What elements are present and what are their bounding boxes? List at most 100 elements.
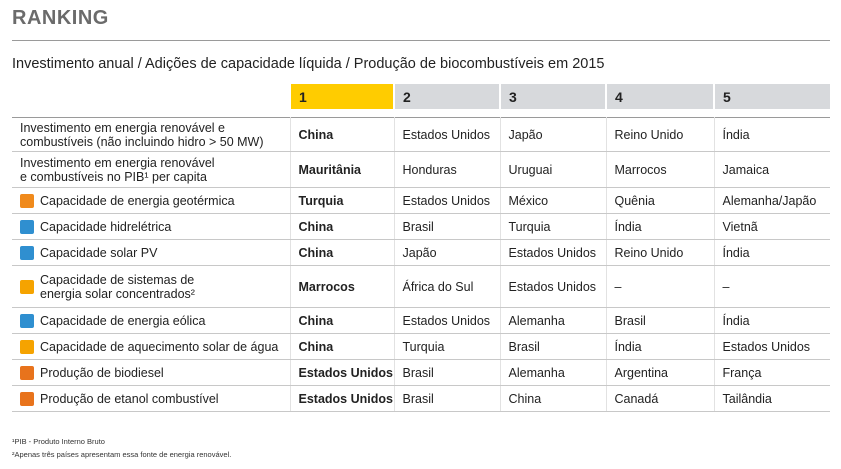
country-cell: China [499, 385, 606, 412]
row-label: Capacidade de energia eólica [12, 307, 290, 334]
blank-cell [12, 84, 290, 109]
label-text: Capacidade de sistemas de energia solar c… [40, 273, 195, 301]
label-wrap: Produção de biodiesel [20, 365, 290, 380]
country-cell: Índia [713, 239, 830, 266]
country-cell: – [605, 265, 714, 308]
row-label: Investimento em energia renovável e combu… [12, 151, 290, 188]
label-wrap: Investimento em energia renovável e combu… [20, 121, 290, 149]
country-cell: Turquia [289, 187, 394, 214]
ranking-row: Capacidade solar PV China Japão Estados Uni… [12, 239, 830, 266]
country-cell: China [289, 333, 394, 360]
ranking-row: Capacidade hidrelétrica China Brasil Turqui… [12, 213, 830, 240]
country-cell: Estados Unidos [499, 239, 606, 266]
row-label: Capacidade de energia geotérmica [12, 187, 290, 214]
country-cell: Brasil [393, 213, 500, 240]
country-cell: Japão [393, 239, 500, 266]
label-wrap: Capacidade de aquecimento solar de água [20, 339, 290, 354]
country-cell: Estados Unidos [713, 333, 830, 360]
ranking-row: Investimento em energia renovável e combu… [12, 151, 830, 188]
label-text: Produção de biodiesel [40, 366, 164, 380]
country-cell: Brasil [393, 359, 500, 386]
country-cell: Jamaica [713, 151, 830, 188]
country-cell: Brasil [499, 333, 606, 360]
ranking-row: Capacidade de sistemas de energia solar c… [12, 265, 830, 308]
page-title: RANKING [12, 7, 109, 29]
country-cell: Vietnã [713, 213, 830, 240]
label-line: Capacidade de sistemas de [40, 272, 195, 287]
ranking-row: Capacidade de energia geotérmica Turquia E… [12, 187, 830, 214]
ranking-row: Capacidade de aquecimento solar de água C… [12, 333, 830, 360]
category-icon [20, 313, 34, 328]
category-icon [20, 193, 34, 208]
country-cell: China [289, 213, 394, 240]
label-wrap: Capacidade de energia geotérmica [20, 193, 290, 208]
label-wrap: Capacidade solar PV [20, 245, 290, 260]
label-line: energia solar concentrados² [40, 286, 195, 301]
label-line: Capacidade hidrelétrica [40, 219, 172, 234]
country-cell: Índia [605, 333, 714, 360]
label-line: Investimento em energia renovável [20, 155, 215, 170]
country-cell: China [289, 239, 394, 266]
country-cell: Índia [605, 213, 714, 240]
country-cell: Quênia [605, 187, 714, 214]
footnote: ²Apenas três países apresentam essa font… [12, 450, 232, 459]
label-wrap: Investimento em energia renovável e combu… [20, 156, 290, 184]
label-wrap: Produção de etanol combustível [20, 391, 290, 406]
country-cell: Estados Unidos [499, 265, 606, 308]
label-wrap: Capacidade hidrelétrica [20, 219, 290, 234]
row-label: Produção de biodiesel [12, 359, 290, 386]
country-cell: França [713, 359, 830, 386]
country-cell: Uruguai [499, 151, 606, 188]
country-cell: Alemanha/Japão [713, 187, 830, 214]
label-wrap: Capacidade de energia eólica [20, 313, 290, 328]
row-label: Produção de etanol combustível [12, 385, 290, 412]
country-cell: Reino Unido [605, 117, 714, 152]
label-text: Capacidade de aquecimento solar de água [40, 340, 278, 354]
label-text: Produção de etanol combustível [40, 392, 219, 406]
category-icon [20, 279, 34, 294]
country-cell: China [289, 307, 394, 334]
country-cell: Turquia [499, 213, 606, 240]
country-cell: Estados Unidos [289, 385, 394, 412]
row-label: Capacidade hidrelétrica [12, 213, 290, 240]
category-icon [20, 245, 34, 260]
subtitle: Investimento anual / Adições de capacida… [12, 56, 605, 72]
ranking-row: Produção de biodiesel Estados Unidos Brasi… [12, 359, 830, 386]
label-wrap: Capacidade de sistemas de energia solar c… [20, 273, 290, 301]
label-line: combustíveis (não incluindo hidro > 50 M… [20, 134, 264, 149]
country-cell: México [499, 187, 606, 214]
rank-header: 3 [499, 84, 606, 109]
ranking-row: Capacidade de energia eólica China Estados… [12, 307, 830, 334]
ranking-row: Investimento em energia renovável e combu… [12, 117, 830, 152]
rank-header: 5 [713, 84, 830, 109]
label-text: Investimento em energia renovável e combu… [20, 121, 264, 149]
country-cell: Turquia [393, 333, 500, 360]
rank-header: 4 [605, 84, 714, 109]
country-cell: Argentina [605, 359, 714, 386]
title-rule [12, 40, 830, 41]
label-text: Capacidade solar PV [40, 246, 157, 260]
country-cell: Índia [713, 117, 830, 152]
country-cell: Estados Unidos [289, 359, 394, 386]
country-cell: Alemanha [499, 307, 606, 334]
label-line: Capacidade de energia geotérmica [40, 193, 235, 208]
country-cell: Brasil [393, 385, 500, 412]
country-cell: – [713, 265, 830, 308]
country-cell: Tailândia [713, 385, 830, 412]
country-cell: Brasil [605, 307, 714, 334]
category-icon [20, 391, 34, 406]
country-cell: Estados Unidos [393, 187, 500, 214]
category-icon [20, 339, 34, 354]
footnote: ¹PIB - Produto Interno Bruto [12, 437, 105, 446]
label-text: Capacidade hidrelétrica [40, 220, 171, 234]
row-label: Capacidade de sistemas de energia solar c… [12, 265, 290, 308]
country-cell: África do Sul [393, 265, 500, 308]
country-cell: China [289, 117, 394, 152]
row-label: Capacidade de aquecimento solar de água [12, 333, 290, 360]
country-cell: Índia [713, 307, 830, 334]
category-icon [20, 219, 34, 234]
label-text: Capacidade de energia eólica [40, 314, 205, 328]
country-cell: Canadá [605, 385, 714, 412]
